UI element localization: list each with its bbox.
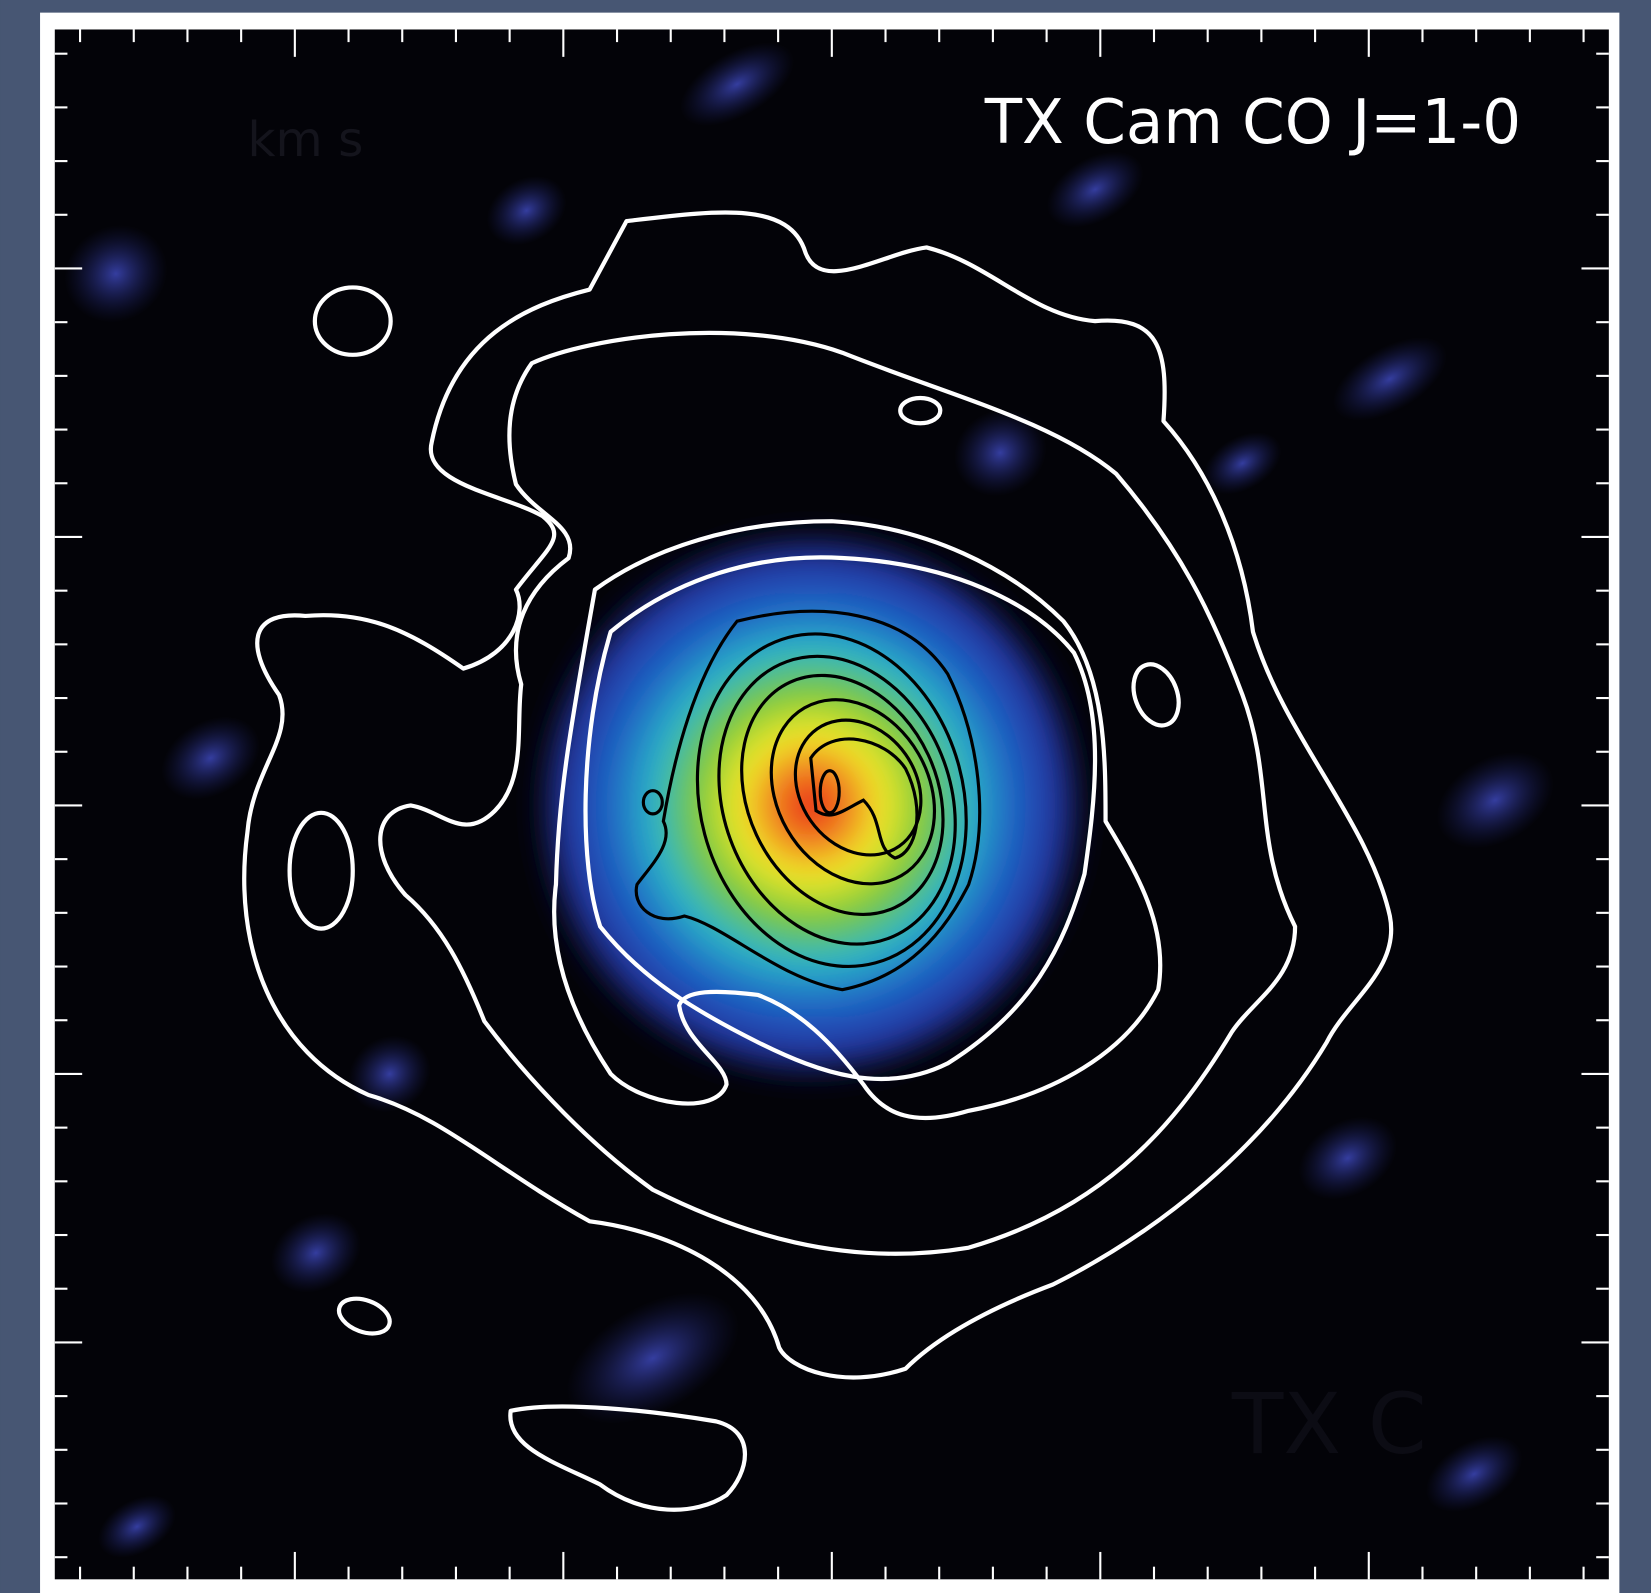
faint-label: km s <box>247 112 363 168</box>
emission-core <box>526 521 1095 1090</box>
page: TX Cam CO J=1-0 km s TX C (() => { const… <box>0 0 1651 1593</box>
title: TX Cam CO J=1-0 <box>984 87 1521 158</box>
figure: TX Cam CO J=1-0 km s TX C <box>0 0 1651 1593</box>
faint-label: TX C <box>1231 1375 1427 1473</box>
